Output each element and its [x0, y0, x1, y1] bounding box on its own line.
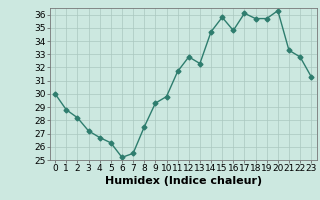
X-axis label: Humidex (Indice chaleur): Humidex (Indice chaleur) — [105, 176, 262, 186]
